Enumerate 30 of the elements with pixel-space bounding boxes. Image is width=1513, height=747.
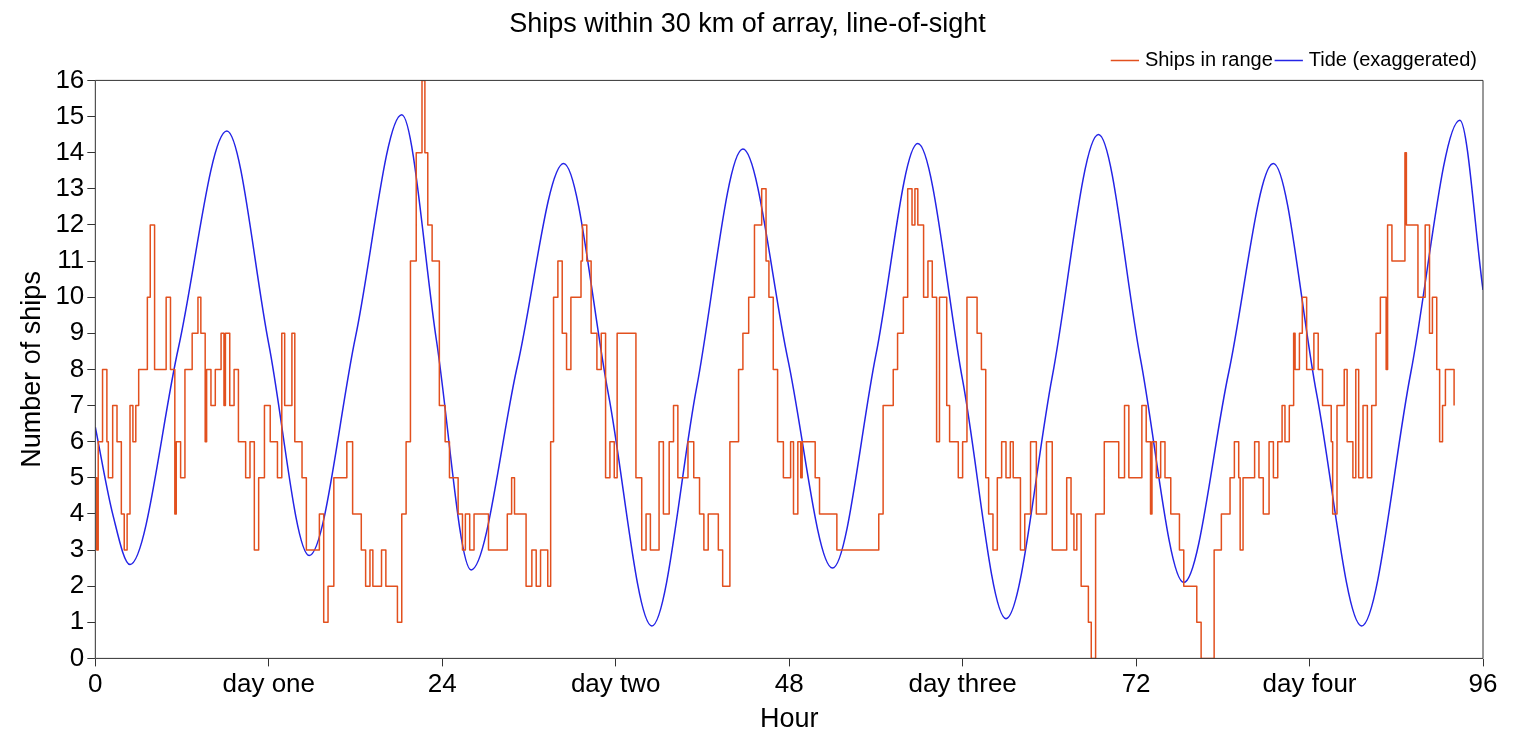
y-tick-label: 6	[69, 424, 85, 455]
y-tick-label: 0	[69, 641, 85, 672]
y-tick-label: 13	[55, 171, 85, 202]
y-tick-label: 10	[55, 280, 85, 311]
y-tick-label: 3	[69, 533, 85, 564]
y-tick-label: 5	[69, 460, 85, 491]
x-tick-label: day two	[570, 668, 661, 699]
y-tick-label: 1	[69, 605, 85, 636]
y-tick-label: 11	[57, 244, 85, 275]
y-tick-label: 12	[55, 208, 85, 239]
y-axis-title: Number of ships	[15, 271, 46, 468]
legend-label: Tide (exaggerated)	[1308, 47, 1478, 70]
x-tick-label: 24	[427, 668, 457, 699]
y-tick-label: 7	[69, 388, 85, 419]
y-tick-label: 8	[69, 352, 85, 383]
chart-title: Ships within 30 km of array, line-of-sight	[509, 7, 987, 38]
x-tick-label: 48	[774, 668, 804, 699]
x-tick-label: 96	[1468, 668, 1498, 699]
y-tick-label: 4	[69, 497, 85, 528]
x-tick-label: day one	[222, 668, 316, 699]
y-tick-label: 16	[55, 63, 85, 94]
x-tick-label: day three	[908, 668, 1017, 699]
y-tick-label: 15	[55, 99, 85, 130]
legend-label: Ships in range	[1144, 47, 1273, 70]
x-tick-label: 72	[1121, 668, 1151, 699]
y-tick-label: 14	[55, 135, 85, 166]
x-tick-label: day four	[1262, 668, 1357, 699]
y-tick-label: 2	[69, 569, 85, 600]
y-tick-label: 9	[69, 316, 85, 347]
x-axis-title: Hour	[759, 703, 819, 734]
